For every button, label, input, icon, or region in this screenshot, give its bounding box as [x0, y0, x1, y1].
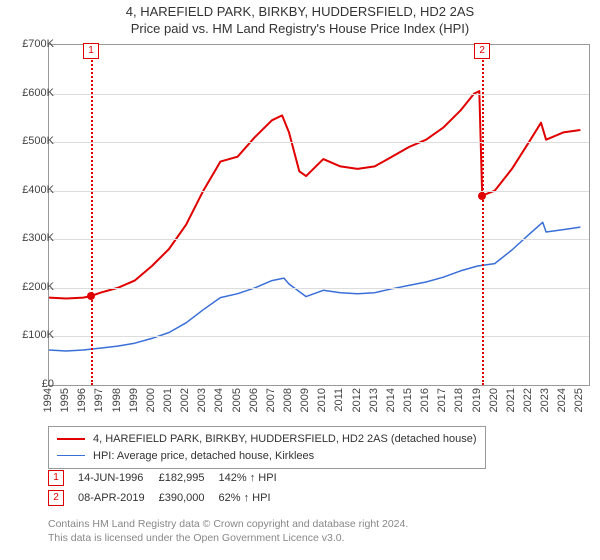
event-badge-1: 1	[48, 470, 64, 486]
legend-swatch-hpi	[57, 455, 85, 456]
series-line-property	[49, 91, 580, 298]
gridline-h	[49, 288, 589, 289]
x-axis-label: 1996	[76, 388, 88, 412]
x-axis-label: 2015	[402, 388, 414, 412]
x-axis-label: 1994	[42, 388, 54, 412]
x-axis-label: 2016	[419, 388, 431, 412]
gridline-h	[49, 142, 589, 143]
series-line-hpi	[49, 222, 580, 351]
x-axis-label: 2017	[436, 388, 448, 412]
x-axis-label: 2001	[162, 388, 174, 412]
event-marker-line	[91, 45, 93, 385]
chart-plot-area: 12	[48, 44, 590, 386]
event-marker-line	[482, 45, 484, 385]
legend-row-property: 4, HAREFIELD PARK, BIRKBY, HUDDERSFIELD,…	[57, 431, 477, 448]
y-axis-label: £100K	[8, 329, 54, 341]
x-axis-label: 2018	[453, 388, 465, 412]
x-axis-label: 2003	[196, 388, 208, 412]
event-price-2: £390,000	[159, 488, 219, 508]
x-axis-label: 2021	[505, 388, 517, 412]
x-axis-label: 1997	[93, 388, 105, 412]
x-axis-label: 2006	[248, 388, 260, 412]
events-legend: 1 14-JUN-1996 £182,995 142% ↑ HPI 2 08-A…	[48, 468, 291, 508]
event-price-1: £182,995	[159, 468, 219, 488]
event-date-1: 14-JUN-1996	[78, 468, 159, 488]
x-axis-label: 2020	[488, 388, 500, 412]
x-axis-label: 2011	[333, 388, 345, 412]
x-axis-label: 2008	[282, 388, 294, 412]
y-axis-label: £200K	[8, 281, 54, 293]
x-axis-label: 2002	[179, 388, 191, 412]
event-delta-2: 62% ↑ HPI	[219, 488, 291, 508]
x-axis-label: 2019	[471, 388, 483, 412]
y-axis-label: £700K	[8, 38, 54, 50]
legend-label-property: 4, HAREFIELD PARK, BIRKBY, HUDDERSFIELD,…	[93, 431, 477, 448]
footnote-line1: Contains HM Land Registry data © Crown c…	[48, 518, 408, 532]
events-table: 1 14-JUN-1996 £182,995 142% ↑ HPI 2 08-A…	[48, 468, 291, 508]
event-marker-badge: 2	[474, 43, 490, 59]
y-axis-label: £400K	[8, 184, 54, 196]
x-axis-label: 1998	[111, 388, 123, 412]
gridline-h	[49, 94, 589, 95]
event-row-1: 1 14-JUN-1996 £182,995 142% ↑ HPI	[48, 468, 291, 488]
x-axis-label: 2012	[351, 388, 363, 412]
x-axis-label: 2009	[299, 388, 311, 412]
chart-container: 4, HAREFIELD PARK, BIRKBY, HUDDERSFIELD,…	[0, 0, 600, 560]
x-axis-label: 2023	[539, 388, 551, 412]
x-axis-label: 2014	[385, 388, 397, 412]
x-axis-label: 2025	[573, 388, 585, 412]
x-axis-label: 2013	[368, 388, 380, 412]
x-axis-label: 2000	[145, 388, 157, 412]
chart-lines-svg	[49, 45, 589, 385]
footnote: Contains HM Land Registry data © Crown c…	[48, 518, 408, 545]
y-axis-label: £500K	[8, 135, 54, 147]
y-axis-label: £600K	[8, 87, 54, 99]
event-marker-dot	[87, 292, 95, 300]
y-axis-label: £300K	[8, 232, 54, 244]
event-marker-dot	[478, 192, 486, 200]
gridline-h	[49, 191, 589, 192]
title-subtitle: Price paid vs. HM Land Registry's House …	[0, 21, 600, 38]
x-axis-label: 2022	[522, 388, 534, 412]
event-row-2: 2 08-APR-2019 £390,000 62% ↑ HPI	[48, 488, 291, 508]
x-axis-label: 2024	[556, 388, 568, 412]
legend-row-hpi: HPI: Average price, detached house, Kirk…	[57, 448, 477, 465]
x-axis-label: 2005	[231, 388, 243, 412]
x-axis-label: 2004	[213, 388, 225, 412]
gridline-h	[49, 336, 589, 337]
x-axis-label: 1999	[128, 388, 140, 412]
legend-swatch-property	[57, 438, 85, 440]
series-legend: 4, HAREFIELD PARK, BIRKBY, HUDDERSFIELD,…	[48, 426, 486, 469]
event-badge-2: 2	[48, 490, 64, 506]
x-axis-label: 1995	[59, 388, 71, 412]
x-axis-label: 2007	[265, 388, 277, 412]
title-block: 4, HAREFIELD PARK, BIRKBY, HUDDERSFIELD,…	[0, 0, 600, 38]
title-address: 4, HAREFIELD PARK, BIRKBY, HUDDERSFIELD,…	[0, 4, 600, 21]
footnote-line2: This data is licensed under the Open Gov…	[48, 532, 408, 546]
gridline-h	[49, 239, 589, 240]
event-date-2: 08-APR-2019	[78, 488, 159, 508]
event-marker-badge: 1	[83, 43, 99, 59]
legend-label-hpi: HPI: Average price, detached house, Kirk…	[93, 448, 314, 465]
x-axis-label: 2010	[316, 388, 328, 412]
event-delta-1: 142% ↑ HPI	[219, 468, 291, 488]
